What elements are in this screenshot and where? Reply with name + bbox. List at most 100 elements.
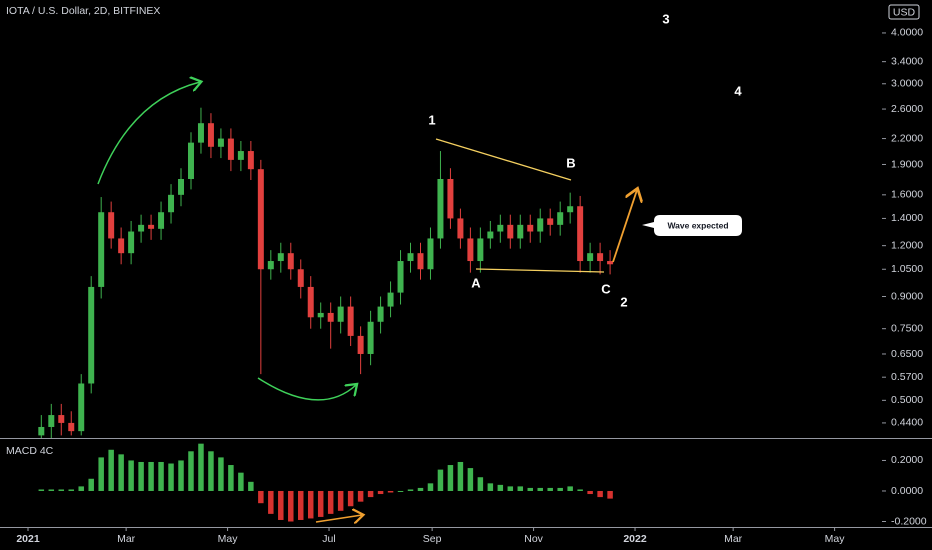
indicator-title: MACD 4C bbox=[6, 445, 54, 457]
y-tick-label: 3.4000 bbox=[891, 55, 923, 67]
y-tick-label: 1.9000 bbox=[891, 158, 923, 170]
candle-body bbox=[367, 321, 374, 354]
forecast-arrow bbox=[612, 190, 637, 263]
macd-bar bbox=[88, 478, 94, 491]
callout-text: Wave expected bbox=[667, 220, 728, 230]
x-tick-label: Nov bbox=[524, 533, 543, 545]
wave-label: 2 bbox=[620, 294, 627, 309]
macd-bar bbox=[327, 490, 334, 514]
candle-body bbox=[148, 224, 155, 229]
callout bbox=[642, 215, 742, 236]
macd-bar bbox=[198, 443, 204, 491]
macd-bar bbox=[268, 490, 274, 514]
macd-bar bbox=[517, 486, 524, 491]
macd-bar bbox=[38, 489, 45, 491]
candle-body bbox=[417, 253, 424, 270]
macd-bar bbox=[367, 490, 374, 498]
macd-bar bbox=[397, 490, 404, 492]
x-tick-label: 2021 bbox=[16, 533, 40, 545]
price-pane bbox=[38, 107, 614, 438]
macd-bar bbox=[527, 487, 534, 491]
candle-body bbox=[78, 383, 85, 432]
candle-body bbox=[577, 206, 584, 262]
candle-body bbox=[277, 253, 284, 262]
macd-bar bbox=[467, 468, 474, 491]
candle-body bbox=[297, 269, 304, 287]
wave-label: 1 bbox=[428, 112, 435, 127]
candle-body bbox=[128, 231, 135, 254]
macd-bar bbox=[218, 457, 224, 491]
candle-body bbox=[407, 253, 414, 262]
candle-body bbox=[267, 261, 274, 270]
candle-body bbox=[497, 224, 504, 232]
macd-bar bbox=[567, 486, 573, 491]
arc-arrow bbox=[257, 377, 356, 401]
candle-body bbox=[487, 231, 494, 239]
wave-label: B bbox=[566, 155, 575, 170]
arc-arrow bbox=[97, 82, 200, 185]
macd-bar bbox=[477, 477, 484, 491]
macd-bar bbox=[78, 486, 84, 491]
macd-bar bbox=[68, 489, 74, 491]
x-tick-label: 2022 bbox=[623, 533, 647, 545]
macd-bar bbox=[497, 484, 504, 491]
trend-line bbox=[475, 268, 605, 273]
macd-bar bbox=[278, 490, 284, 520]
macd-bar bbox=[248, 481, 254, 491]
candle-body bbox=[427, 238, 434, 270]
macd-bar bbox=[58, 489, 65, 491]
macd-bar bbox=[188, 451, 194, 491]
chart-title: IOTA / U.S. Dollar, 2D, BITFINEX bbox=[6, 5, 160, 17]
candle-body bbox=[207, 123, 214, 147]
macd-bar bbox=[208, 451, 214, 491]
wave-label: C bbox=[601, 281, 611, 296]
macd-bar bbox=[377, 490, 384, 495]
macd-bar bbox=[457, 461, 464, 491]
trend-line bbox=[435, 138, 572, 181]
candle-body bbox=[587, 253, 594, 262]
candle-body bbox=[567, 206, 574, 213]
candle-body bbox=[247, 151, 254, 170]
macd-bar bbox=[238, 472, 244, 491]
candle-body bbox=[327, 312, 334, 322]
x-tick-label: Mar bbox=[117, 533, 136, 545]
candle-body bbox=[38, 426, 45, 436]
candle-body bbox=[437, 179, 444, 239]
macd-bar bbox=[128, 460, 134, 491]
macd-bar bbox=[138, 461, 144, 491]
wave-label: 4 bbox=[734, 83, 742, 98]
y-tick-label: 0.2000 bbox=[891, 454, 923, 466]
y-tick-label: 0.6500 bbox=[891, 348, 923, 360]
macd-bar bbox=[298, 490, 304, 520]
macd-bar bbox=[158, 461, 164, 491]
candle-body bbox=[397, 261, 404, 293]
candle-body bbox=[138, 224, 145, 232]
macd-bar bbox=[317, 490, 324, 517]
candle-body bbox=[307, 286, 314, 318]
candle-body bbox=[88, 286, 95, 384]
macd-bar bbox=[597, 490, 603, 498]
candle-body bbox=[98, 212, 105, 287]
wave-label: A bbox=[471, 275, 481, 290]
macd-bar bbox=[307, 490, 314, 519]
candle-body bbox=[537, 218, 544, 232]
candle-body bbox=[178, 179, 185, 195]
candle-body bbox=[447, 179, 454, 219]
y-tick-label: 4.0000 bbox=[891, 27, 923, 39]
macd-bar bbox=[118, 454, 124, 491]
x-tick-label: Jul bbox=[322, 533, 335, 545]
candle-body bbox=[257, 169, 264, 270]
x-tick-label: May bbox=[218, 533, 239, 545]
macd-bar bbox=[417, 487, 424, 491]
wave-label: 3 bbox=[662, 11, 669, 26]
y-tick-label: 0.5000 bbox=[891, 394, 923, 406]
candle-body bbox=[108, 212, 115, 239]
candle-body bbox=[168, 194, 175, 213]
macd-bar bbox=[48, 489, 55, 491]
y-tick-label: 2.6000 bbox=[891, 103, 923, 115]
y-tick-label: -0.2000 bbox=[891, 515, 927, 527]
y-tick-label: 0.4400 bbox=[891, 417, 923, 429]
macd-bar bbox=[427, 483, 434, 491]
currency-box bbox=[888, 4, 920, 20]
